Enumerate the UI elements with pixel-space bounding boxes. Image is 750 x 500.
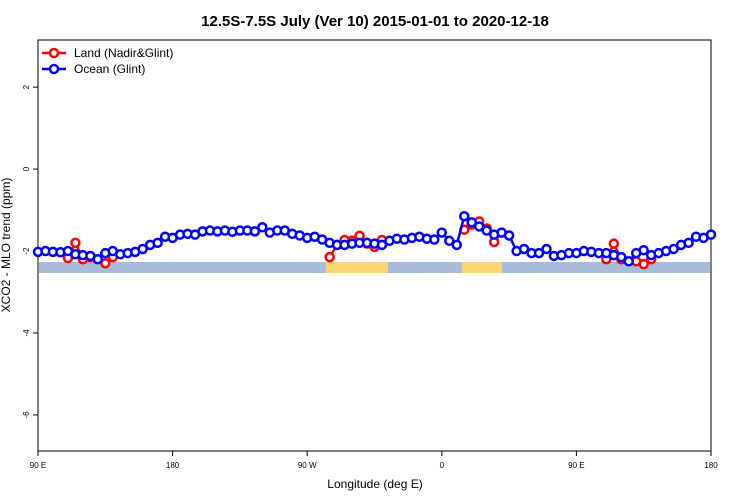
legend-marker — [48, 47, 60, 59]
x-tick-label: 180 — [704, 461, 718, 470]
x-tick-label: 90 E — [568, 461, 584, 470]
x-axis-label: Longitude (deg E) — [327, 477, 422, 491]
point — [70, 237, 81, 249]
point — [503, 230, 515, 241]
y-tick-label: -4 — [22, 329, 31, 337]
x-tick-label: 180 — [166, 461, 180, 470]
point — [152, 237, 163, 249]
x-tick-label: 90 W — [298, 461, 317, 470]
point — [249, 226, 261, 237]
point — [638, 258, 649, 270]
point — [451, 239, 463, 251]
point — [257, 222, 268, 233]
point — [458, 210, 470, 222]
legend-label: Land (Nadir&Glint) — [74, 46, 173, 60]
point — [137, 243, 148, 255]
point — [668, 243, 679, 255]
point — [481, 225, 492, 236]
point — [623, 256, 634, 267]
point — [466, 217, 477, 228]
legend-marker — [48, 63, 60, 75]
point — [705, 229, 717, 240]
point — [429, 234, 440, 245]
point — [324, 251, 335, 263]
land-band — [326, 262, 388, 273]
x-tick-label: 0 — [440, 461, 445, 470]
plot-frame — [37, 39, 712, 452]
y-tick-label: 0 — [22, 166, 31, 171]
point — [638, 244, 649, 256]
point — [683, 237, 694, 249]
point — [608, 238, 620, 249]
legend-label: Ocean (Glint) — [74, 62, 145, 76]
point — [376, 239, 388, 251]
y-tick-label: -2 — [22, 247, 31, 255]
point — [616, 251, 627, 263]
chart-title: 12.5S-7.5S July (Ver 10) 2015-01-01 to 2… — [201, 13, 549, 30]
point — [100, 258, 111, 269]
point — [541, 243, 552, 255]
x-tick-label: 90 E — [30, 461, 46, 470]
land-band — [462, 262, 502, 273]
point — [533, 247, 545, 259]
point — [444, 235, 455, 247]
y-tick-label: 2 — [22, 84, 31, 89]
point — [436, 227, 448, 238]
y-axis-label: XCO2 - MLO trend (ppm) — [0, 178, 13, 313]
surface-mask — [39, 262, 710, 273]
y-tick-label: -6 — [22, 411, 31, 419]
point — [473, 221, 485, 232]
point — [92, 253, 104, 265]
point — [518, 243, 530, 255]
